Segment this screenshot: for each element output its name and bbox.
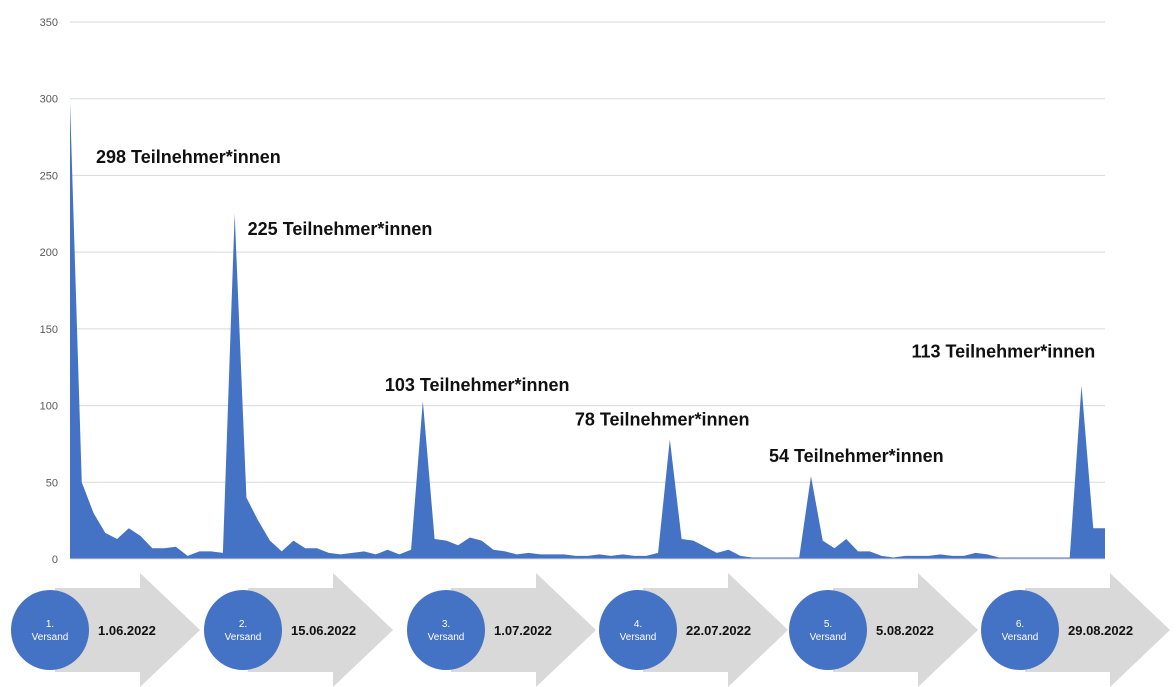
peak-annotation: 54 Teilnehmer*innen (769, 446, 944, 466)
area-series (70, 101, 1105, 560)
area-fill (70, 101, 1105, 559)
versand-circle (11, 590, 89, 670)
versand-label: Versand (1002, 632, 1039, 643)
y-tick-label: 250 (40, 170, 58, 182)
arrow-shape (248, 573, 393, 687)
y-tick-label: 0 (52, 554, 58, 566)
arrow-shape (1025, 573, 1170, 687)
versand-number: 5. (824, 619, 832, 630)
timeline-step: 1. Versand 1.06.2022 (11, 573, 200, 687)
versand-date: 29.08.2022 (1068, 623, 1133, 638)
versand-date: 15.06.2022 (291, 623, 356, 638)
timeline-step: 3. Versand 1.07.2022 (407, 573, 596, 687)
timeline-step: 4. Versand 22.07.2022 (599, 573, 788, 687)
versand-label: Versand (620, 632, 657, 643)
versand-number: 2. (239, 619, 247, 630)
y-tick-label: 350 (40, 17, 58, 29)
peak-annotation: 298 Teilnehmer*innen (96, 147, 281, 167)
arrow-shape (451, 573, 596, 687)
versand-date: 1.06.2022 (98, 623, 156, 638)
versand-date: 1.07.2022 (494, 623, 552, 638)
versand-number: 6. (1016, 619, 1024, 630)
arrow-shape (833, 573, 978, 687)
versand-label: Versand (810, 632, 847, 643)
peak-annotation: 78 Teilnehmer*innen (575, 409, 750, 429)
versand-number: 4. (634, 619, 642, 630)
versand-date: 22.07.2022 (686, 623, 751, 638)
peak-annotation: 113 Teilnehmer*innen (911, 342, 1095, 362)
y-tick-label: 100 (40, 401, 58, 413)
y-tick-label: 50 (46, 477, 58, 489)
y-axis-tick-labels: 0 50 100 150 200 250 300 350 (40, 17, 58, 566)
versand-number: 1. (46, 619, 54, 630)
peak-annotations: 298 Teilnehmer*innen 225 Teilnehmer*innen… (96, 147, 1095, 466)
versand-number: 3. (442, 619, 450, 630)
versand-circle (789, 590, 867, 670)
versand-circle (599, 590, 677, 670)
versand-circle (204, 590, 282, 670)
arrow-shape (55, 573, 200, 687)
arrow-shape (643, 573, 788, 687)
y-tick-label: 200 (40, 247, 58, 259)
versand-circle (407, 590, 485, 670)
peak-annotation: 225 Teilnehmer*innen (248, 219, 433, 239)
versand-label: Versand (428, 632, 465, 643)
y-tick-label: 300 (40, 94, 58, 106)
mailing-timeline: 1. Versand 1.06.2022 2. Versand 15.06.2022 3. V… (11, 573, 1170, 687)
timeline-step: 6. Versand 29.08.2022 (981, 573, 1170, 687)
peak-annotation: 103 Teilnehmer*innen (385, 375, 570, 395)
versand-date: 5.08.2022 (876, 623, 934, 638)
versand-label: Versand (32, 632, 69, 643)
timeline-step: 5. Versand 5.08.2022 (789, 573, 978, 687)
versand-circle (981, 590, 1059, 670)
y-tick-label: 150 (40, 324, 58, 336)
versand-label: Versand (225, 632, 262, 643)
timeline-step: 2. Versand 15.06.2022 (204, 573, 393, 687)
